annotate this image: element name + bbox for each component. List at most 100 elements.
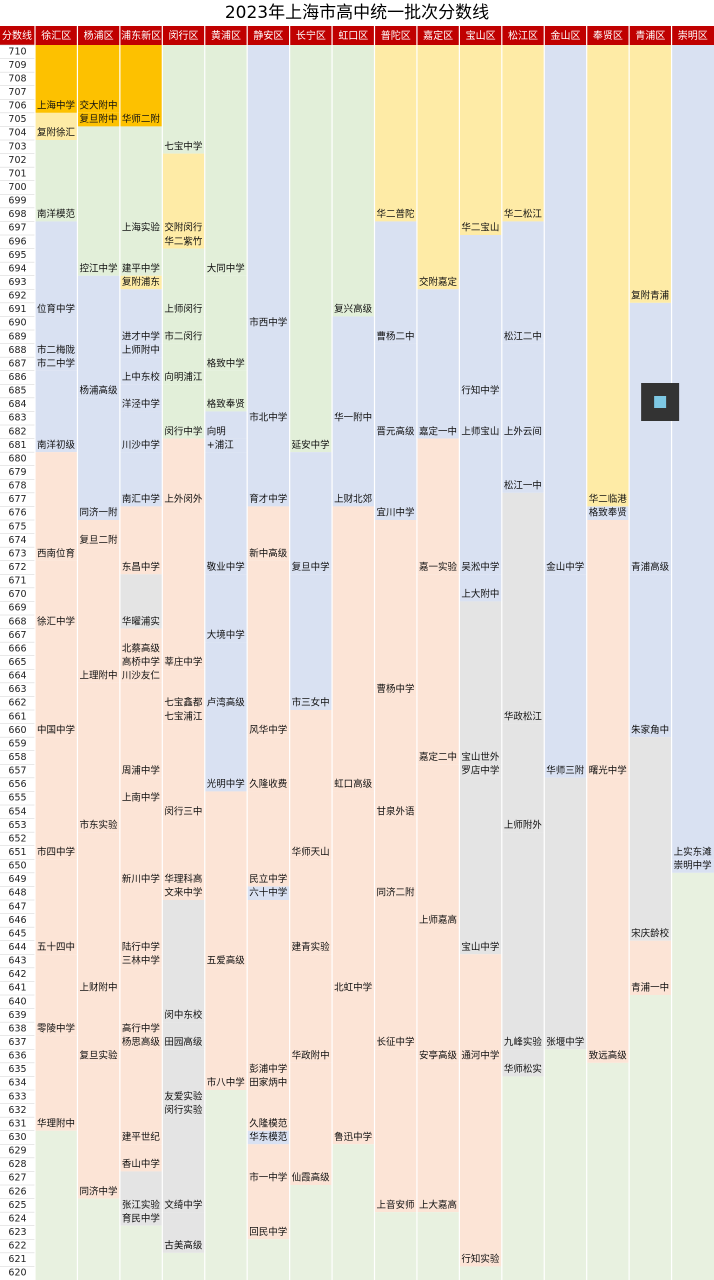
empty-band	[459, 1266, 502, 1280]
school-band	[374, 438, 417, 520]
school-label: 育民中学	[122, 1212, 160, 1224]
school-band	[332, 425, 375, 507]
school-band	[162, 235, 205, 249]
school-band	[162, 818, 205, 887]
school-band	[204, 275, 248, 371]
school-label: 格致奉贤	[207, 398, 246, 410]
school-band	[77, 275, 120, 398]
school-band	[586, 777, 630, 1063]
score-label: 687	[8, 358, 26, 369]
district-header: 松江区	[508, 29, 538, 42]
school-label: 华师三附	[546, 765, 585, 777]
school-label: 宋庆龄校	[631, 927, 670, 939]
school-band	[629, 45, 672, 303]
school-band	[119, 45, 163, 127]
school-label: 田园高级	[164, 1036, 203, 1048]
school-band	[416, 764, 460, 928]
score-label: 664	[8, 671, 26, 682]
score-label: 641	[8, 983, 26, 994]
school-label: 敬业中学	[207, 561, 245, 573]
school-band	[459, 397, 502, 439]
school-label: 市北中学	[249, 412, 287, 424]
school-label: 上外云间	[504, 425, 542, 437]
school-label: 文绮中学	[164, 1199, 202, 1211]
school-band	[247, 45, 290, 330]
empty-band	[501, 1076, 545, 1280]
score-label: 708	[8, 73, 26, 84]
school-band	[35, 316, 78, 358]
school-band	[501, 343, 545, 439]
school-label: 上大嘉高	[419, 1199, 457, 1211]
school-band	[247, 1185, 290, 1240]
school-label: 控江中学	[79, 262, 117, 274]
district-header: 徐汇区	[41, 29, 71, 42]
score-label: 654	[8, 806, 26, 817]
school-label: 上海中学	[37, 100, 75, 112]
score-label: 658	[8, 752, 26, 763]
school-band	[629, 302, 672, 575]
school-band	[501, 438, 545, 493]
score-label: 637	[8, 1037, 26, 1048]
school-band	[459, 601, 502, 765]
school-band	[162, 1049, 205, 1104]
score-label: 635	[8, 1064, 26, 1075]
school-band	[35, 859, 78, 955]
score-label: 676	[8, 508, 26, 519]
school-label: 上海实验	[122, 222, 161, 234]
school-label: 七宝中学	[164, 140, 202, 152]
school-label: 仙霞高级	[292, 1172, 331, 1184]
school-label: 久隆收费	[249, 778, 287, 790]
score-label: 706	[8, 101, 26, 112]
school-band	[501, 221, 545, 344]
score-label: 648	[8, 888, 26, 899]
score-label: 680	[8, 453, 26, 464]
school-label: 曹杨中学	[377, 683, 415, 695]
school-band	[162, 1022, 205, 1050]
school-band	[501, 1049, 545, 1077]
empty-band	[671, 872, 714, 1280]
school-label: 南洋模范	[37, 208, 76, 220]
school-band	[162, 1212, 205, 1253]
school-band	[119, 384, 163, 412]
school-label: 复旦实验	[79, 1050, 118, 1062]
school-label: 友爱实验	[164, 1090, 203, 1102]
school-band	[162, 886, 205, 900]
school-band	[35, 628, 78, 738]
school-label: 徐汇中学	[37, 615, 75, 627]
score-label: 675	[8, 521, 26, 532]
school-band	[119, 574, 163, 629]
school-label: 华理科高	[164, 873, 202, 885]
school-band	[629, 574, 672, 738]
school-label: 虹口高级	[334, 778, 373, 790]
school-label: 闵行实验	[164, 1104, 203, 1116]
school-band	[77, 397, 120, 520]
district-header: 虹口区	[338, 30, 368, 42]
score-label: 683	[8, 413, 26, 424]
school-band	[459, 45, 502, 235]
score-label: 666	[8, 643, 26, 654]
school-label: 市二梅陇	[37, 344, 76, 356]
school-label: 建平中学	[122, 262, 160, 274]
school-band	[544, 45, 587, 575]
school-label: 华二普陀	[377, 208, 416, 220]
school-label: 上音安师	[377, 1199, 415, 1211]
school-band	[289, 710, 333, 860]
school-band	[204, 710, 248, 792]
score-label: 638	[8, 1023, 26, 1034]
school-label: 晋元高级	[377, 425, 416, 437]
school-label: 闵中东校	[164, 1009, 203, 1021]
school-label: 华二松江	[504, 208, 543, 220]
score-label: 679	[8, 467, 26, 478]
school-band	[247, 1144, 290, 1185]
score-label: 695	[8, 250, 26, 261]
score-label: 642	[8, 969, 26, 980]
score-label: 645	[8, 928, 26, 939]
school-band	[162, 153, 205, 235]
school-band	[586, 45, 630, 507]
district-header: 黄浦区	[211, 29, 241, 42]
school-label: 嘉一实验	[419, 561, 458, 573]
school-label: 延安中学	[292, 439, 330, 451]
school-band	[247, 900, 290, 1077]
school-label: 田家炳中	[249, 1077, 287, 1089]
school-band	[119, 1035, 163, 1050]
